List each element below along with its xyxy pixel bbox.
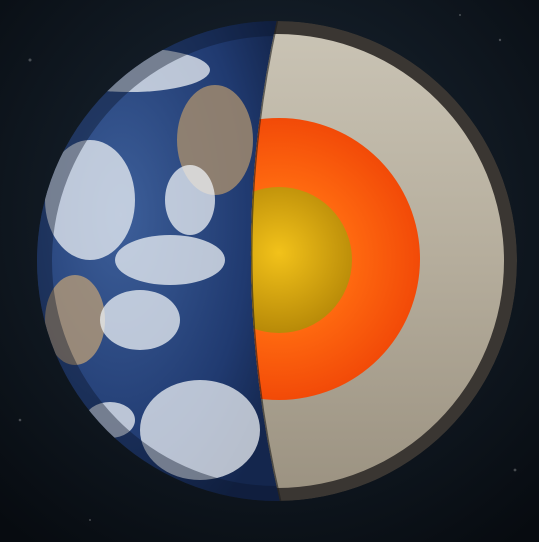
- cutaway: [250, 21, 517, 501]
- inner-core: [250, 187, 352, 333]
- stars: [18, 14, 517, 521]
